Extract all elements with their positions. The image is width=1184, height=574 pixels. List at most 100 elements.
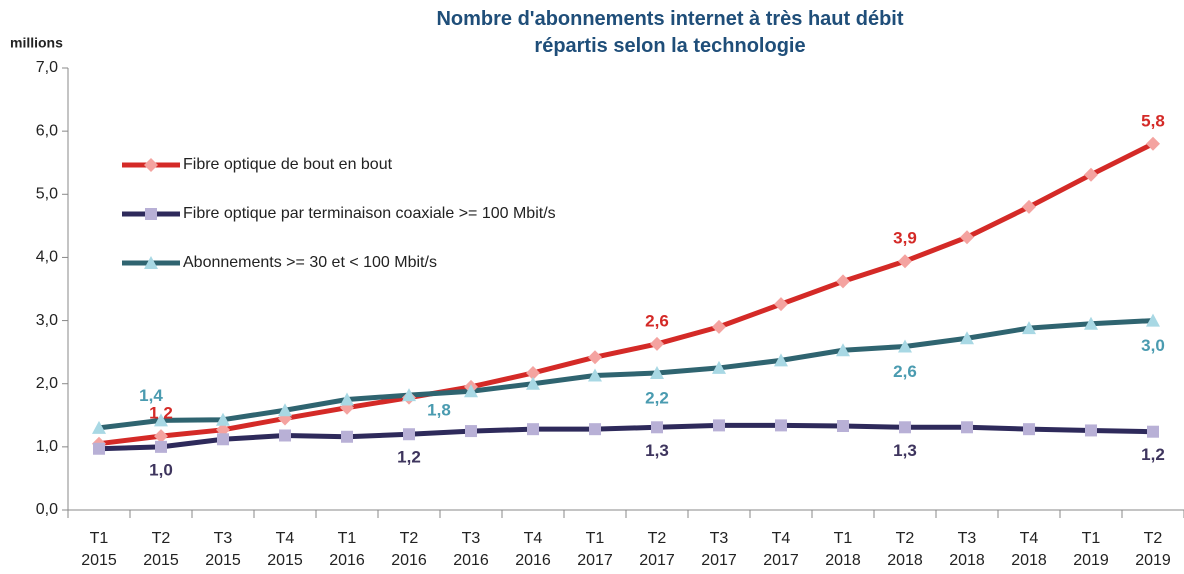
x-tick-label: T2 2016	[391, 530, 427, 569]
marker	[713, 419, 725, 432]
y-tick-label: 3,0	[36, 312, 58, 329]
marker	[465, 425, 477, 438]
legend-label: Fibre optique par terminaison coaxiale >…	[183, 205, 556, 222]
x-tick-label: T4 2018	[1011, 530, 1047, 569]
x-tick-label: T4 2015	[267, 530, 303, 569]
marker	[836, 274, 850, 289]
marker	[1084, 167, 1098, 182]
marker	[774, 297, 788, 312]
marker	[961, 421, 973, 434]
marker	[650, 336, 664, 351]
marker	[837, 420, 849, 433]
y-tick-label: 2,0	[36, 375, 58, 392]
y-axis-label: millions	[10, 35, 63, 51]
marker	[1022, 321, 1036, 335]
marker	[899, 421, 911, 434]
data-label: 1,3	[645, 441, 669, 460]
marker	[402, 388, 416, 402]
data-label: 1,2	[397, 448, 421, 467]
marker	[279, 429, 291, 442]
x-tick-label: T2 2015	[143, 530, 179, 569]
marker	[775, 419, 787, 432]
data-label: 1,3	[893, 441, 917, 460]
marker	[588, 350, 602, 365]
x-tick-label: T1 2016	[329, 530, 365, 569]
marker	[960, 230, 974, 245]
x-tick-label: T3 2016	[453, 530, 489, 569]
marker	[836, 343, 850, 357]
marker	[1022, 199, 1036, 214]
marker	[526, 376, 540, 390]
marker	[155, 440, 167, 453]
y-tick-label: 6,0	[36, 122, 58, 139]
marker	[898, 254, 912, 269]
x-tick-label: T3 2017	[701, 530, 737, 569]
legend-marker	[145, 208, 157, 220]
data-label: 2,6	[893, 362, 917, 381]
x-tick-label: T1 2018	[825, 530, 861, 569]
marker	[464, 384, 478, 398]
y-tick-label: 1,0	[36, 438, 58, 455]
data-label: 5,8	[1141, 111, 1165, 130]
x-tick-label: T4 2017	[763, 530, 799, 569]
marker	[1023, 423, 1035, 436]
marker	[1146, 313, 1160, 327]
chart-title: répartis selon la technologie	[534, 35, 806, 57]
marker	[588, 368, 602, 382]
data-label: 2,6	[645, 311, 669, 330]
marker	[93, 442, 105, 455]
data-label: 3,9	[893, 229, 917, 248]
marker	[651, 421, 663, 434]
legend-marker	[144, 256, 158, 269]
marker	[1147, 425, 1159, 438]
chart-title: Nombre d'abonnements internet à très hau…	[436, 8, 904, 30]
marker	[1146, 136, 1160, 151]
x-tick-label: T1 2017	[577, 530, 613, 569]
y-tick-label: 5,0	[36, 186, 58, 203]
legend-label: Abonnements >= 30 et < 100 Mbit/s	[183, 254, 437, 271]
x-tick-label: T2 2018	[887, 530, 923, 569]
marker	[278, 403, 292, 417]
marker	[216, 412, 230, 426]
marker	[774, 353, 788, 367]
x-tick-label: T1 2015	[81, 530, 117, 569]
data-label: 1,8	[427, 401, 451, 420]
data-label: 1,2	[149, 404, 173, 423]
line	[98, 318, 1154, 431]
legend-marker	[144, 158, 158, 172]
marker	[650, 365, 664, 379]
marker	[960, 331, 974, 345]
marker	[341, 430, 353, 443]
marker	[1085, 424, 1097, 437]
legend-label: Fibre optique de bout en bout	[183, 156, 393, 173]
marker	[898, 339, 912, 353]
data-label: 1,4	[139, 386, 163, 405]
y-tick-label: 0,0	[36, 501, 58, 518]
marker	[527, 423, 539, 436]
y-tick-label: 4,0	[36, 249, 58, 266]
x-tick-label: T4 2016	[515, 530, 551, 569]
data-label: 3,0	[1141, 336, 1165, 355]
x-tick-label: T3 2015	[205, 530, 241, 569]
marker	[154, 429, 168, 444]
marker	[526, 365, 540, 380]
data-label: 1,0	[149, 460, 173, 479]
marker	[589, 423, 601, 436]
marker	[712, 319, 726, 334]
x-tick-label: T2 2019	[1135, 530, 1171, 569]
x-tick-label: T3 2018	[949, 530, 985, 569]
line	[98, 141, 1155, 447]
y-tick-label: 7,0	[36, 59, 58, 76]
marker	[403, 428, 415, 441]
marker	[217, 433, 229, 446]
marker	[712, 360, 726, 374]
marker	[340, 392, 354, 406]
data-label: 2,2	[645, 388, 669, 407]
data-label: 1,2	[1141, 445, 1165, 464]
line	[98, 422, 1154, 452]
marker	[154, 413, 168, 427]
x-tick-label: T2 2017	[639, 530, 675, 569]
marker	[92, 420, 106, 434]
